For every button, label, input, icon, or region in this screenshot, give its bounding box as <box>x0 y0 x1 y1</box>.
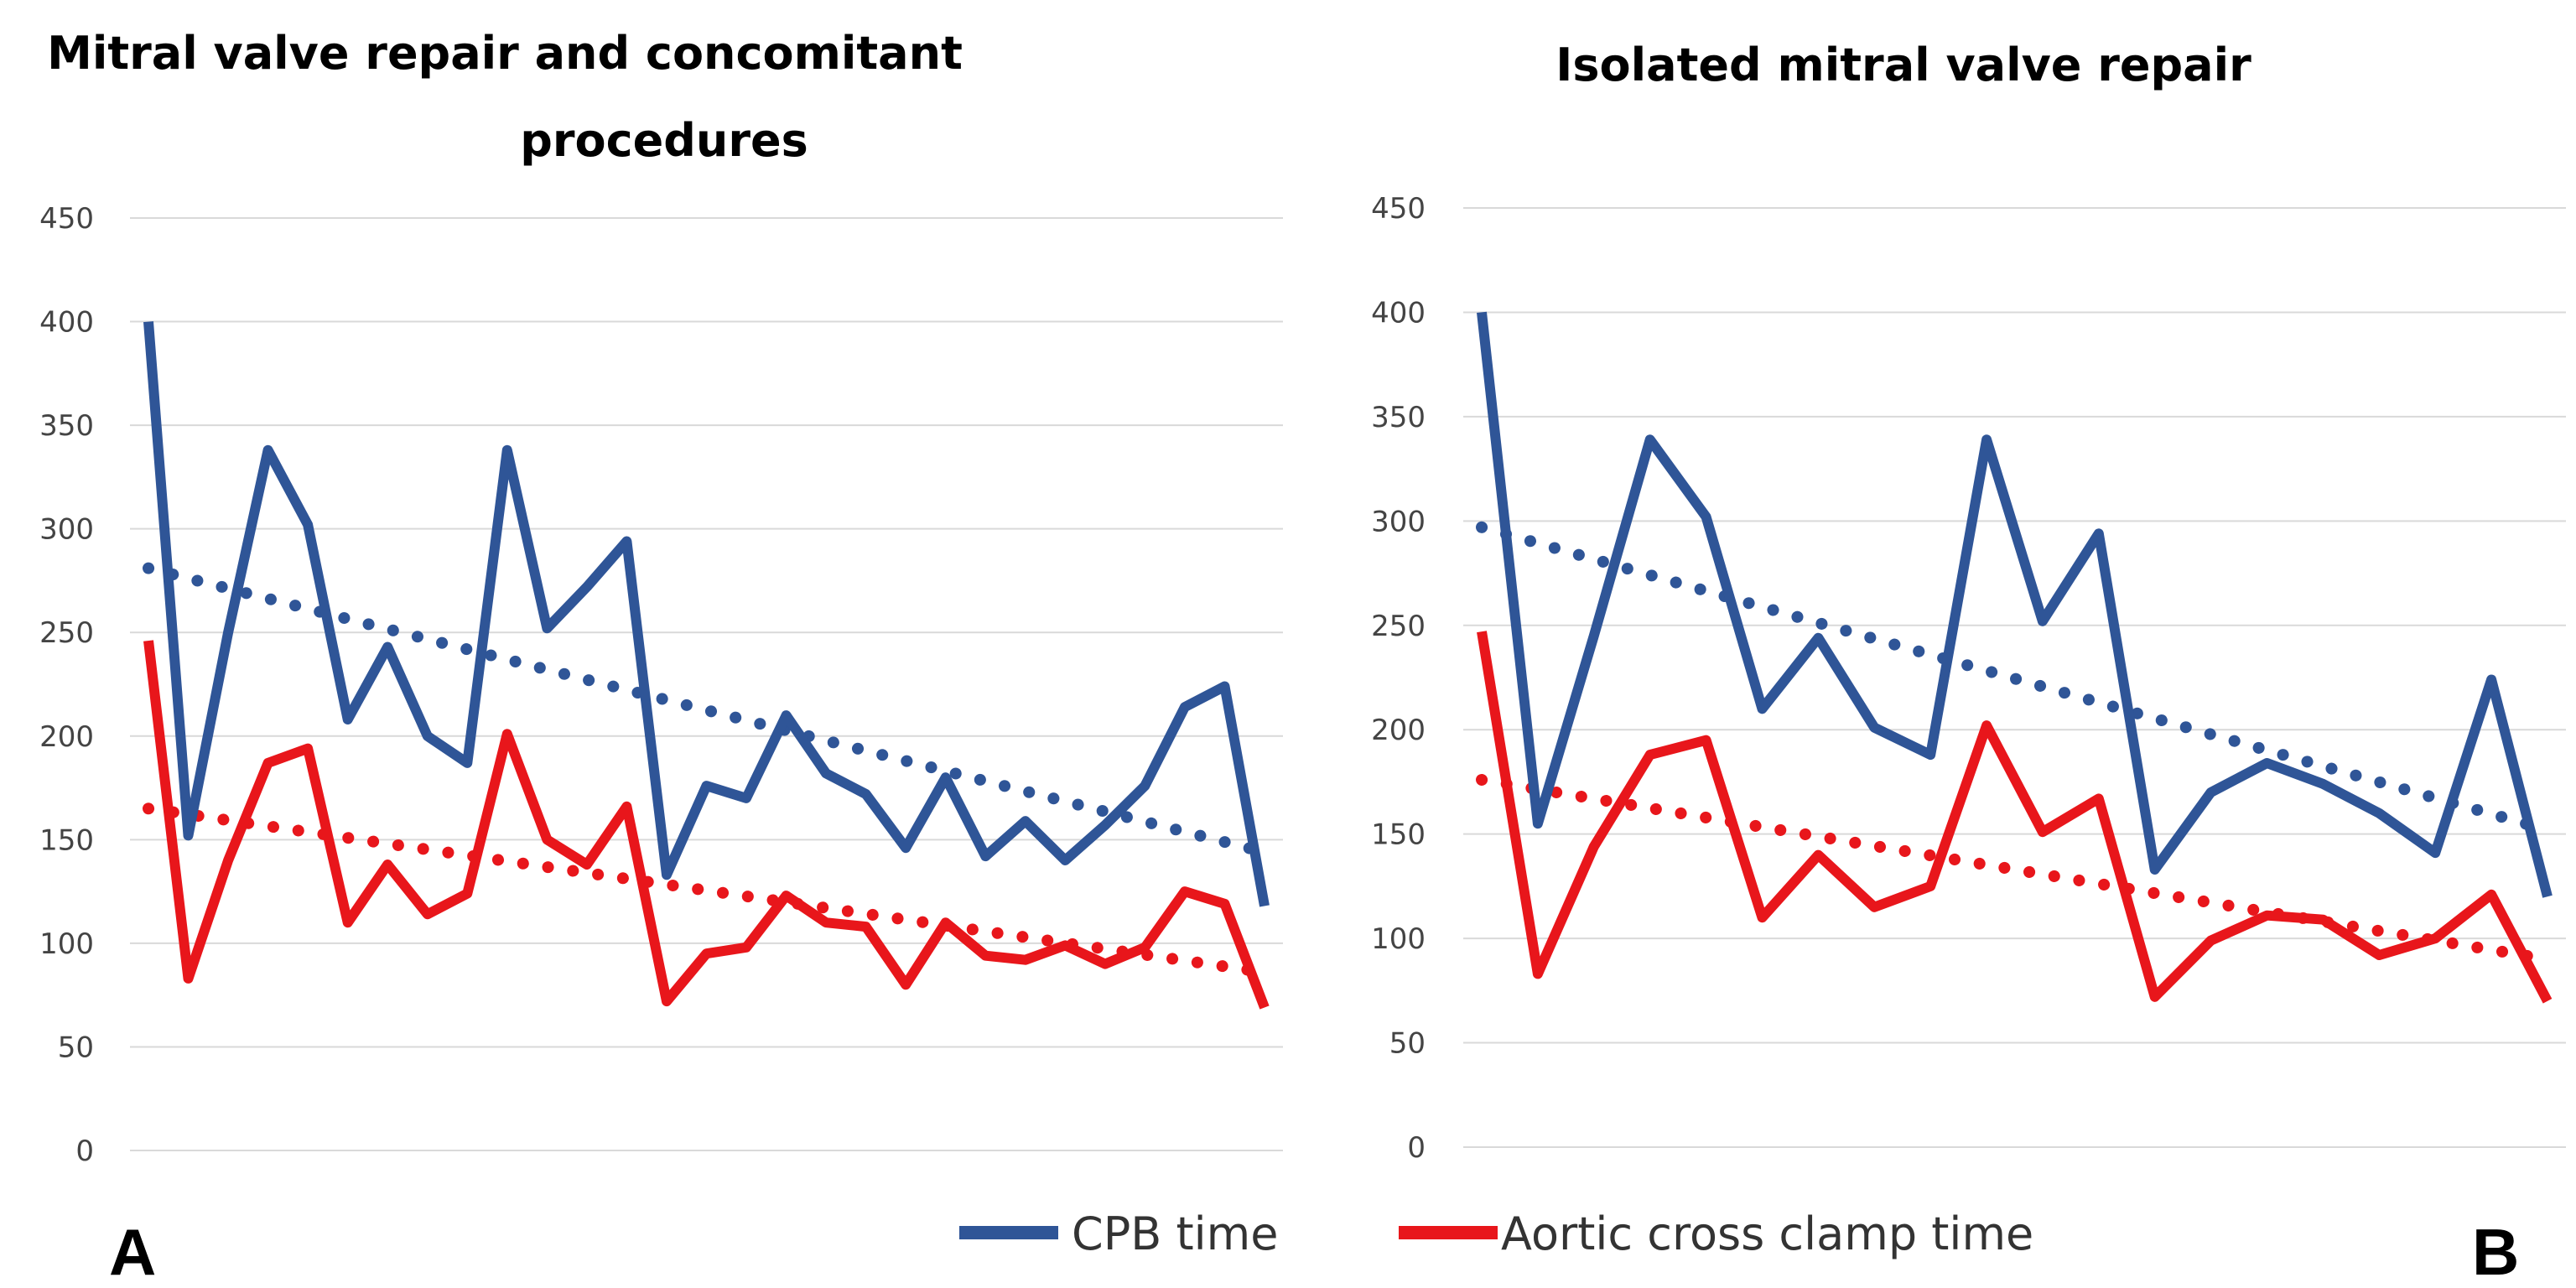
y-tick-250: 250 <box>39 616 94 650</box>
aortic-cross-clamp-line <box>143 640 1270 1010</box>
panel-label-a: A <box>109 1215 156 1288</box>
acc-trendline <box>1476 773 2553 965</box>
chart-a-series <box>143 321 1270 1010</box>
chart-a-title-line2: procedures <box>520 114 808 167</box>
chart-b-y-tick-labels: 0 50 100 150 200 250 300 350 400 450 <box>1371 192 1426 1165</box>
y-tick-200: 200 <box>1371 714 1426 747</box>
y-tick-250: 250 <box>1371 610 1426 643</box>
y-tick-450: 450 <box>1371 192 1426 226</box>
cpb-time-line <box>1477 311 2553 898</box>
y-tick-0: 0 <box>75 1135 94 1168</box>
y-tick-350: 350 <box>39 409 94 443</box>
legend-acc-label: Aortic cross clamp time <box>1501 1208 2033 1260</box>
aortic-cross-clamp-line <box>1477 631 2553 1004</box>
y-tick-0: 0 <box>1407 1131 1426 1165</box>
cpb-time-line <box>143 321 1270 907</box>
chart-b: Isolated mitral valve repair 0 50 100 150 20… <box>1371 39 2566 1165</box>
cpb-trendline <box>143 562 1270 859</box>
y-tick-400: 400 <box>1371 296 1426 330</box>
y-tick-300: 300 <box>39 513 94 547</box>
chart-a: Mitral valve repair and concomitant proc… <box>39 27 1283 1168</box>
chart-a-trendlines <box>143 562 1270 979</box>
y-tick-100: 100 <box>39 927 94 961</box>
y-tick-300: 300 <box>1371 505 1426 538</box>
y-tick-100: 100 <box>1371 922 1426 956</box>
y-tick-200: 200 <box>39 720 94 754</box>
y-tick-350: 350 <box>1371 401 1426 434</box>
y-tick-450: 450 <box>39 202 94 236</box>
y-tick-150: 150 <box>1371 818 1426 852</box>
y-tick-50: 50 <box>58 1031 94 1064</box>
chart-a-y-tick-labels: 0 50 100 150 200 250 300 350 400 450 <box>39 202 94 1168</box>
cpb-trendline <box>1476 521 2553 836</box>
panel-label-b: B <box>2472 1215 2519 1288</box>
chart-a-title-line1: Mitral valve repair and concomitant <box>47 27 963 80</box>
y-tick-150: 150 <box>39 823 94 857</box>
legend-cpb-label: CPB time <box>1072 1208 1278 1260</box>
chart-b-title: Isolated mitral valve repair <box>1555 39 2251 91</box>
chart-b-trendlines <box>1476 521 2553 965</box>
y-tick-50: 50 <box>1389 1027 1426 1061</box>
chart-b-series <box>1477 311 2553 1004</box>
y-tick-400: 400 <box>39 306 94 340</box>
legend: CPB time Aortic cross clamp time <box>959 1208 2033 1260</box>
